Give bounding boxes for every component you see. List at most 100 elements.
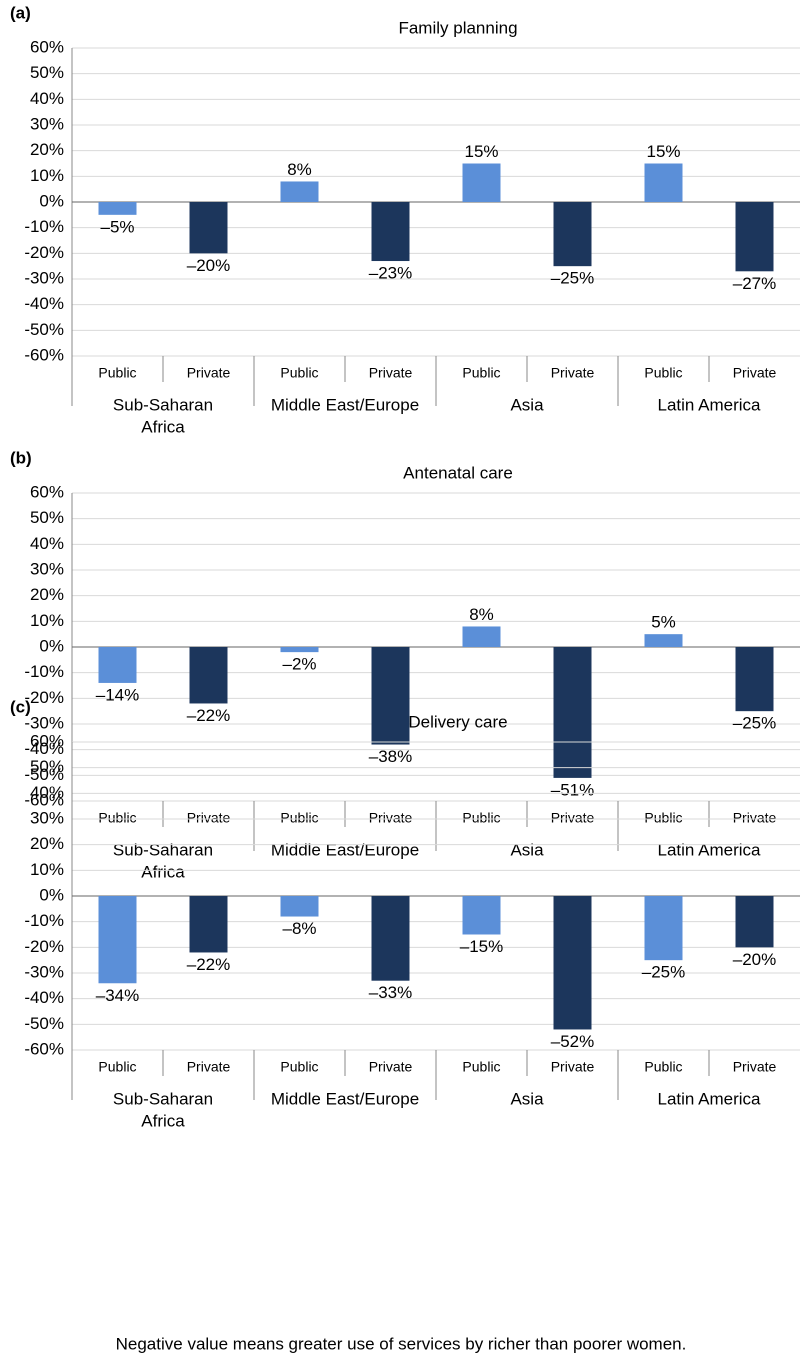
bar [371,647,410,745]
group-label: Middle East/Europe [271,1089,419,1108]
group-label: Sub-Saharan [113,395,213,414]
bar [371,202,410,262]
bar [98,647,137,683]
y-tick-label: -60% [24,1039,64,1058]
bar [280,181,319,202]
bar [189,896,228,953]
value-label: –52% [551,1032,594,1051]
y-tick-label: -50% [24,765,64,784]
y-tick-label: 30% [30,559,64,578]
x-tick-label: Public [98,365,136,381]
value-label: 8% [469,605,494,624]
value-label: –33% [369,983,412,1002]
value-label: –25% [642,963,685,982]
y-tick-label: -40% [24,739,64,758]
y-tick-label: 40% [30,783,64,802]
y-tick-label: -10% [24,911,64,930]
y-tick-label: -60% [24,345,64,364]
y-tick-label: 20% [30,140,64,159]
x-tick-label: Public [644,365,682,381]
x-tick-label: Private [369,365,413,381]
group-label: Africa [141,862,185,881]
group-label: Latin America [658,1089,762,1108]
value-label: –5% [100,217,134,236]
y-tick-label: -40% [24,294,64,313]
value-label: 15% [646,142,680,161]
bar [644,634,683,647]
value-label: –2% [282,655,316,674]
group-label: Latin America [658,395,762,414]
y-tick-label: -50% [24,320,64,339]
y-tick-label: 40% [30,89,64,108]
y-tick-label: 10% [30,860,64,879]
value-label: –22% [187,955,230,974]
y-tick-label: 0% [39,885,64,904]
y-tick-label: 0% [39,636,64,655]
bar [189,647,228,704]
value-label: –22% [187,706,230,725]
x-tick-label: Public [644,810,682,826]
value-label: –15% [460,937,503,956]
bar [98,896,137,984]
value-label: –8% [282,919,316,938]
y-tick-label: -20% [24,688,64,707]
y-tick-label: 50% [30,63,64,82]
y-tick-label: 10% [30,611,64,630]
group-label: Africa [141,1111,185,1130]
bar [735,202,774,272]
x-tick-label: Private [551,365,595,381]
bar [735,896,774,948]
group-label: Middle East/Europe [271,395,419,414]
group-label: Asia [510,395,544,414]
bar [280,896,319,917]
value-label: –20% [733,950,776,969]
bar [462,896,501,935]
y-tick-label: 30% [30,114,64,133]
bar [553,896,592,1030]
panel-label: (b) [10,448,32,467]
footnote: Negative value means greater use of serv… [116,1334,687,1353]
value-label: 5% [651,613,676,632]
value-label: –23% [369,264,412,283]
y-tick-label: -30% [24,713,64,732]
x-tick-label: Private [369,810,413,826]
x-tick-label: Public [98,1059,136,1075]
x-tick-label: Private [187,810,231,826]
y-tick-label: -30% [24,268,64,287]
panel-label: (c) [10,697,31,716]
y-tick-label: -60% [24,790,64,809]
bar [280,647,319,653]
chart-title: Family planning [398,18,517,37]
x-tick-label: Public [280,810,318,826]
y-tick-label: 50% [30,757,64,776]
y-tick-label: 30% [30,808,64,827]
x-tick-label: Public [280,1059,318,1075]
value-label: –25% [551,269,594,288]
y-tick-label: -20% [24,243,64,262]
y-tick-label: -10% [24,662,64,681]
chart-title: Delivery care [408,712,507,731]
value-label: 15% [464,142,498,161]
panel-label: (a) [10,3,31,22]
value-label: –27% [733,274,776,293]
bar [462,163,501,202]
x-tick-label: Public [280,365,318,381]
x-tick-label: Private [733,1059,777,1075]
x-tick-label: Private [733,365,777,381]
value-label: –25% [733,714,776,733]
y-tick-label: 0% [39,191,64,210]
x-tick-label: Public [644,1059,682,1075]
x-tick-label: Public [462,1059,500,1075]
group-label: Asia [510,1089,544,1108]
x-tick-label: Public [462,365,500,381]
y-tick-label: 20% [30,585,64,604]
y-tick-label: 50% [30,508,64,527]
x-tick-label: Public [98,810,136,826]
x-tick-label: Private [369,1059,413,1075]
y-tick-label: -40% [24,988,64,1007]
y-tick-label: -30% [24,962,64,981]
bar [644,163,683,202]
value-label: –38% [369,747,412,766]
y-tick-label: -50% [24,1014,64,1033]
y-tick-label: -20% [24,937,64,956]
